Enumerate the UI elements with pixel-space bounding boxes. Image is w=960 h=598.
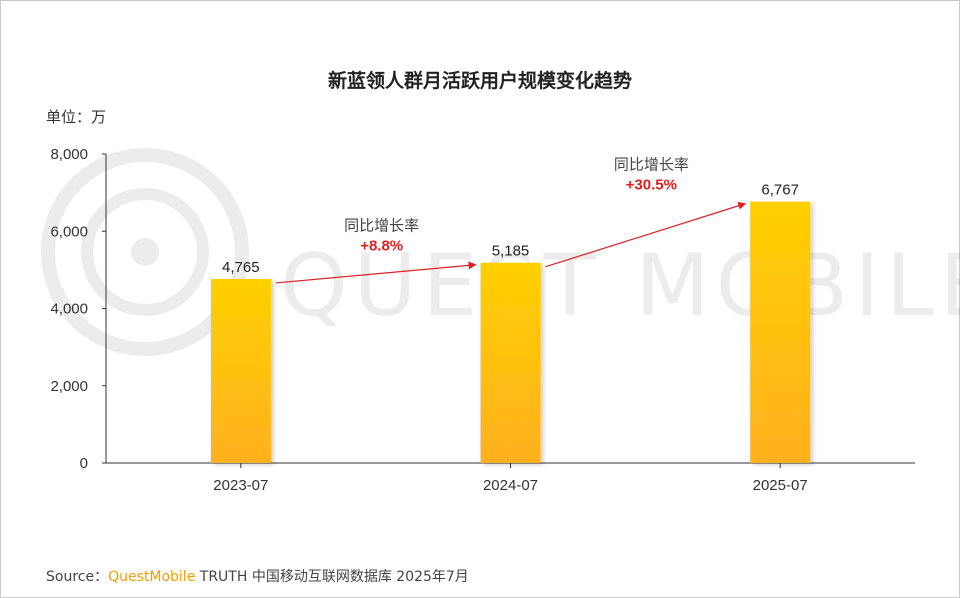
growth-arrow — [545, 201, 747, 268]
source-prefix: Source： — [46, 569, 109, 585]
unit-label: 单位：万 — [46, 108, 107, 126]
bar — [210, 278, 271, 463]
watermark-text: QUEST MOBILE — [280, 236, 960, 336]
y-tick-label: 8,000 — [50, 146, 88, 163]
y-tick-label: 4,000 — [50, 301, 88, 318]
bar — [480, 262, 541, 463]
data-label: 5,185 — [492, 243, 530, 260]
y-tick-label: 2,000 — [50, 378, 88, 395]
source-line: Source：QuestMobile TRUTH 中国移动互联网数据库 2025… — [46, 566, 469, 586]
growth-label: 同比增长率 — [614, 156, 689, 174]
growth-label: 同比增长率 — [344, 217, 419, 235]
source-rest: TRUTH 中国移动互联网数据库 2025年7月 — [195, 569, 469, 585]
growth-value: +30.5% — [626, 177, 677, 194]
source-brand: QuestMobile — [108, 569, 196, 585]
x-tick-label: 2023-07 — [213, 477, 268, 494]
data-label: 4,765 — [222, 259, 260, 276]
y-tick-label: 0 — [80, 455, 88, 472]
watermark-logo-icon — [41, 148, 249, 356]
x-tick-label: 2024-07 — [483, 477, 538, 494]
growth-value: +8.8% — [360, 238, 403, 255]
bar — [750, 201, 811, 463]
chart-title: 新蓝领人群月活跃用户规模变化趋势 — [327, 70, 632, 92]
growth-arrow — [275, 261, 477, 284]
y-tick-label: 6,000 — [50, 223, 88, 240]
watermark: QUEST MOBILE — [41, 148, 960, 356]
data-label: 6,767 — [761, 182, 799, 199]
x-tick-label: 2025-07 — [753, 477, 808, 494]
